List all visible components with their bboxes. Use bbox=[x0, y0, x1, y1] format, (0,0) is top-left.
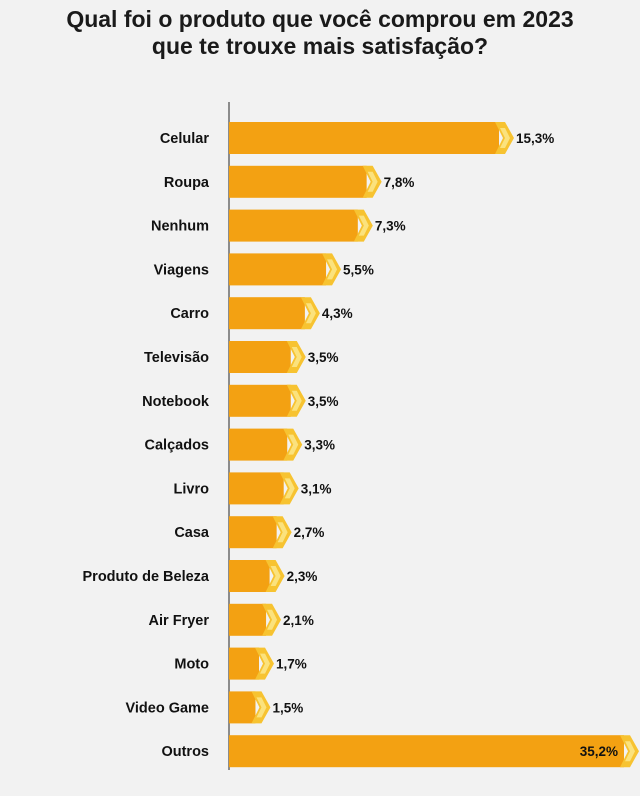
bar-arrow bbox=[265, 560, 285, 592]
bar bbox=[229, 472, 284, 505]
category-label: Casa bbox=[174, 525, 210, 541]
bar-arrow bbox=[283, 428, 303, 461]
bar-group: Video Game 1,5% bbox=[125, 691, 303, 724]
bar bbox=[229, 297, 305, 330]
category-label: Calçados bbox=[145, 438, 209, 454]
bar-group: Moto 1,7% bbox=[174, 647, 307, 680]
category-label: Celular bbox=[160, 131, 210, 147]
category-label: Video Game bbox=[125, 700, 209, 716]
bar-arrow-highlight bbox=[367, 171, 378, 192]
bar bbox=[229, 560, 270, 592]
chart-title-line-1: Qual foi o produto que você comprou em 2… bbox=[66, 6, 574, 32]
bar-arrow-highlight bbox=[327, 259, 338, 280]
bar-arrow-highlight bbox=[500, 128, 510, 148]
bar-arrow bbox=[286, 384, 306, 417]
bar-group: Roupa 7,8% bbox=[164, 165, 415, 198]
category-label: Moto bbox=[174, 657, 209, 673]
data-label: 2,7% bbox=[294, 525, 325, 540]
data-label: 5,5% bbox=[343, 262, 374, 277]
bar-arrow bbox=[255, 647, 274, 680]
bar-group: Notebook 3,5% bbox=[142, 384, 339, 417]
bar bbox=[229, 735, 624, 768]
bar bbox=[229, 341, 291, 373]
bar-group: Livro 3,1% bbox=[174, 472, 332, 505]
bar-arrow bbox=[620, 735, 639, 768]
data-label: 1,7% bbox=[276, 657, 307, 672]
bar bbox=[229, 122, 499, 154]
data-label: 3,5% bbox=[308, 350, 339, 365]
data-label: 7,8% bbox=[384, 175, 415, 190]
bar-group: Carro 4,3% bbox=[170, 297, 353, 330]
category-label: Roupa bbox=[164, 175, 210, 191]
data-label: 2,1% bbox=[283, 613, 314, 628]
category-label: Outros bbox=[161, 744, 209, 760]
category-label: Viagens bbox=[154, 262, 209, 278]
bar-arrow-highlight bbox=[256, 697, 267, 718]
bar-arrow-highlight bbox=[288, 434, 299, 455]
bar bbox=[229, 516, 277, 549]
bar bbox=[229, 428, 288, 461]
data-label: 3,1% bbox=[301, 481, 332, 496]
category-label: Televisão bbox=[144, 350, 209, 366]
category-label: Air Fryer bbox=[149, 613, 210, 629]
bar-group: Nenhum 7,3% bbox=[151, 209, 406, 242]
bar-arrow-highlight bbox=[291, 390, 302, 411]
bar-arrow-highlight bbox=[284, 478, 295, 499]
data-label: 7,3% bbox=[375, 219, 406, 234]
bar-arrow-highlight bbox=[291, 347, 302, 367]
bar bbox=[229, 603, 267, 636]
category-label: Produto de Beleza bbox=[83, 569, 210, 585]
bar-group: Celular 15,3% bbox=[160, 122, 554, 154]
bar bbox=[229, 165, 367, 198]
bar-group: Calçados 3,3% bbox=[145, 428, 335, 461]
bar-group: Outros 35,2% bbox=[161, 735, 639, 768]
bar-group: Viagens 5,5% bbox=[154, 253, 374, 286]
bar-arrow-highlight bbox=[625, 741, 635, 762]
bar-arrow bbox=[495, 122, 514, 154]
bar-arrow bbox=[286, 341, 306, 373]
bar bbox=[229, 253, 327, 286]
bar-arrow bbox=[322, 253, 342, 286]
bar-group: Televisão 3,5% bbox=[144, 341, 339, 373]
category-label: Carro bbox=[170, 306, 209, 322]
data-label: 15,3% bbox=[516, 131, 554, 146]
bar-group: Produto de Beleza 2,3% bbox=[83, 560, 318, 592]
data-label: 3,3% bbox=[304, 438, 335, 453]
category-label: Livro bbox=[174, 481, 210, 497]
chart-title-line-2: que te trouxe mais satisfação? bbox=[151, 33, 489, 59]
bar bbox=[229, 691, 256, 724]
category-label: Notebook bbox=[142, 394, 210, 410]
category-label: Nenhum bbox=[151, 219, 209, 235]
bar-arrow-highlight bbox=[358, 215, 369, 236]
data-label: 4,3% bbox=[322, 306, 353, 321]
bar-group: Casa 2,7% bbox=[174, 516, 325, 549]
bar-arrow bbox=[272, 516, 292, 549]
bar-arrow-highlight bbox=[260, 653, 270, 674]
chart-title: Qual foi o produto que você comprou em 2… bbox=[0, 6, 640, 60]
data-label: 1,5% bbox=[272, 700, 303, 715]
bar-arrow bbox=[353, 209, 373, 242]
data-label: 2,3% bbox=[287, 569, 318, 584]
bar bbox=[229, 209, 358, 242]
bar-arrow bbox=[251, 691, 271, 724]
data-label: 35,2% bbox=[580, 744, 618, 759]
bar-arrow-highlight bbox=[267, 609, 278, 630]
bar-arrow-highlight bbox=[277, 522, 288, 543]
bar-arrow-highlight bbox=[270, 566, 281, 586]
bar-arrow bbox=[262, 603, 282, 636]
bar-arrow bbox=[279, 472, 299, 505]
data-label: 3,5% bbox=[308, 394, 339, 409]
bar-group: Air Fryer 2,1% bbox=[149, 603, 314, 636]
bar-arrow bbox=[300, 297, 320, 330]
bar bbox=[229, 384, 291, 417]
bar-arrow-highlight bbox=[305, 303, 316, 324]
bar bbox=[229, 647, 259, 680]
bar-arrow bbox=[362, 165, 382, 198]
